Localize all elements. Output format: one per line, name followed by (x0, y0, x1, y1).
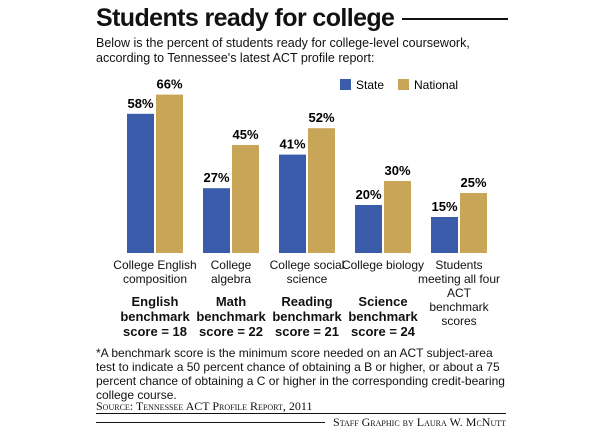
credit: Staff Graphic by Laura W. McNutt (333, 415, 506, 429)
bar (384, 181, 411, 253)
credit-row: Staff Graphic by Laura W. McNutt (96, 415, 506, 430)
category-label: College social science (269, 258, 345, 286)
category-label: Students meeting all four ACT benchmark … (417, 258, 501, 328)
source: Source: Tennessee ACT Profile Report, 20… (96, 399, 313, 413)
bar (279, 154, 306, 253)
source-rule (96, 413, 506, 414)
bar (232, 145, 259, 253)
bar (431, 217, 458, 253)
value-label: 45% (232, 127, 258, 142)
subtitle: Below is the percent of students ready f… (96, 36, 470, 65)
value-label: 27% (203, 170, 229, 185)
benchmark-label: Reading benchmark score = 21 (272, 294, 342, 339)
value-label: 52% (308, 110, 334, 125)
value-label: 25% (460, 175, 486, 190)
value-label: 15% (431, 199, 457, 214)
legend-swatch (340, 79, 351, 90)
title-rule (402, 17, 508, 20)
benchmark-label: English benchmark score = 18 (120, 294, 190, 339)
bar (203, 188, 230, 253)
legend-swatch (398, 79, 409, 90)
credit-rule (96, 422, 326, 423)
bar (308, 128, 335, 253)
category-label: College algebra (210, 258, 252, 286)
bar (127, 113, 154, 253)
bar (460, 193, 487, 253)
legend-label: State (356, 78, 384, 92)
chart-title: Students ready for college (96, 4, 395, 32)
value-label: 41% (279, 137, 305, 152)
value-label: 58% (127, 96, 153, 111)
title-row: Students ready for college (96, 4, 508, 33)
category-label: College biology (341, 258, 425, 272)
footnote: *A benchmark score is the minimum score … (96, 346, 505, 402)
legend-label: National (414, 78, 458, 92)
bar (355, 205, 382, 253)
bar (156, 94, 183, 253)
category-label: College English composition (113, 258, 197, 286)
value-label: 30% (384, 163, 410, 178)
benchmark-label: Science benchmark score = 24 (348, 294, 418, 339)
benchmark-label: Math benchmark score = 22 (196, 294, 266, 339)
value-label: 20% (355, 187, 381, 202)
value-label: 66% (156, 77, 182, 92)
